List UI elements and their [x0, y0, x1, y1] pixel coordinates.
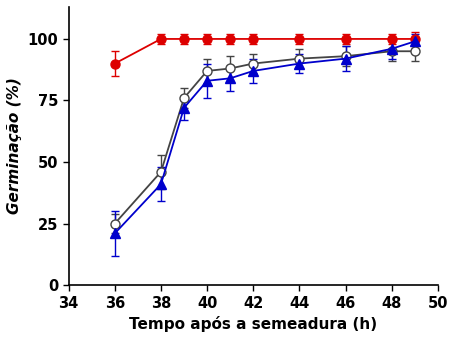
Y-axis label: Germinação (%): Germinação (%) — [7, 78, 22, 215]
X-axis label: Tempo após a semeadura (h): Tempo após a semeadura (h) — [129, 316, 377, 332]
